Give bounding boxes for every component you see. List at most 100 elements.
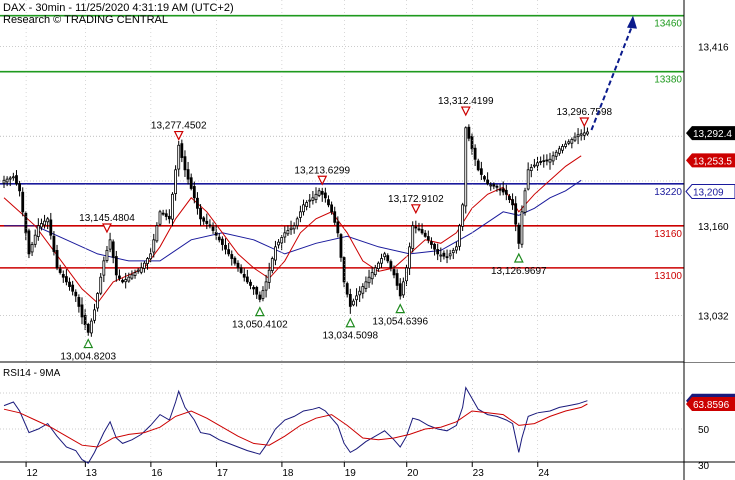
- rsi-tick-label: 50: [698, 425, 710, 436]
- candle-body: [517, 224, 521, 244]
- candle-body: [283, 232, 287, 238]
- candle-body: [99, 276, 103, 294]
- candle: [233, 256, 237, 266]
- candle-body: [289, 227, 293, 231]
- candle-body: [5, 178, 9, 183]
- candle-body: [277, 241, 280, 246]
- candle-body: [367, 276, 371, 284]
- candle-body: [167, 215, 171, 220]
- candle: [161, 209, 165, 216]
- candle: [283, 226, 287, 243]
- candle: [267, 262, 271, 289]
- candle: [517, 222, 521, 249]
- candle-body: [71, 284, 75, 292]
- candle: [124, 272, 128, 289]
- candle: [71, 280, 75, 296]
- candle: [336, 216, 340, 238]
- candle-body: [564, 143, 567, 147]
- high-marker-label: 13,172.9102: [388, 194, 444, 205]
- candle-body: [433, 243, 436, 250]
- candle: [227, 242, 231, 257]
- candle-body: [139, 267, 143, 273]
- level-label-13380: 13380: [654, 75, 682, 86]
- candle-body: [111, 241, 115, 258]
- candle-body: [526, 169, 530, 190]
- high-marker-label: 13,277.4502: [151, 121, 207, 132]
- candle-body: [177, 144, 181, 170]
- candle-body: [245, 276, 249, 283]
- candle-body: [430, 241, 433, 245]
- candle: [255, 285, 259, 299]
- chart-title: DAX - 30min - 11/25/2020 4:31:19 AM (UTC…: [3, 2, 234, 14]
- low-marker-label: 13,034.5098: [323, 331, 379, 342]
- candle: [511, 193, 514, 210]
- price-levels: 13460 13380 13220 13160 13100: [0, 14, 684, 282]
- candle-body: [345, 283, 349, 295]
- low-marker-triangle: [395, 303, 406, 314]
- candle: [508, 194, 511, 204]
- candle-body: [398, 283, 402, 297]
- candle: [49, 212, 53, 240]
- candle-body: [579, 133, 583, 136]
- candle-body: [554, 151, 558, 157]
- candle-body: [417, 228, 421, 231]
- candle-body: [33, 234, 37, 245]
- projection-arrowhead: [627, 15, 637, 29]
- candle: [89, 318, 93, 337]
- candle-body: [458, 225, 461, 247]
- candle-body: [386, 255, 390, 262]
- candle: [308, 193, 312, 208]
- candle: [539, 156, 543, 166]
- candle-body: [486, 179, 490, 185]
- candle-body: [302, 204, 305, 213]
- time-tick-label: 13: [86, 468, 98, 479]
- candle-body: [292, 225, 296, 230]
- candle-body: [358, 290, 362, 296]
- candle-body: [317, 190, 321, 196]
- price-grid: [0, 46, 735, 463]
- candle-body: [65, 276, 68, 283]
- candle: [564, 140, 567, 149]
- candle: [314, 187, 318, 204]
- candle-body: [448, 253, 452, 257]
- candle: [77, 294, 81, 313]
- high-marker-label: 13,296.7598: [557, 107, 613, 118]
- candle: [433, 242, 436, 256]
- candle-body: [414, 226, 418, 229]
- projection-arrow: [590, 15, 637, 131]
- candle-body: [533, 164, 536, 167]
- candle: [420, 223, 424, 235]
- candle-body: [252, 286, 256, 290]
- candle-body: [420, 229, 424, 234]
- candle-body: [504, 189, 508, 195]
- candle-body: [461, 204, 465, 227]
- candle: [570, 137, 574, 149]
- candle: [439, 247, 443, 263]
- candle-body: [136, 269, 140, 272]
- candle-body: [561, 146, 564, 151]
- candle: [514, 196, 518, 232]
- candle-body: [551, 155, 555, 162]
- candle-body: [242, 273, 246, 278]
- time-tick-label: 12: [27, 468, 39, 479]
- candle-body: [311, 197, 315, 201]
- candle: [146, 257, 149, 270]
- low-marker-label: 13,004.8203: [60, 352, 116, 363]
- candle-body: [30, 244, 34, 253]
- price-tick-label: 13,160: [698, 222, 729, 233]
- candle-body: [423, 232, 427, 237]
- candle: [239, 264, 243, 275]
- candle: [486, 172, 490, 186]
- candle: [489, 182, 493, 191]
- candle: [339, 233, 343, 262]
- candle: [186, 161, 190, 185]
- candle: [58, 264, 62, 275]
- candle-body: [376, 262, 380, 269]
- candle: [8, 176, 12, 187]
- high-marker-triangle: [317, 175, 328, 186]
- level-label-13220: 13220: [654, 187, 682, 198]
- candle-body: [152, 239, 156, 253]
- candle-body: [121, 279, 124, 283]
- candle: [561, 143, 564, 154]
